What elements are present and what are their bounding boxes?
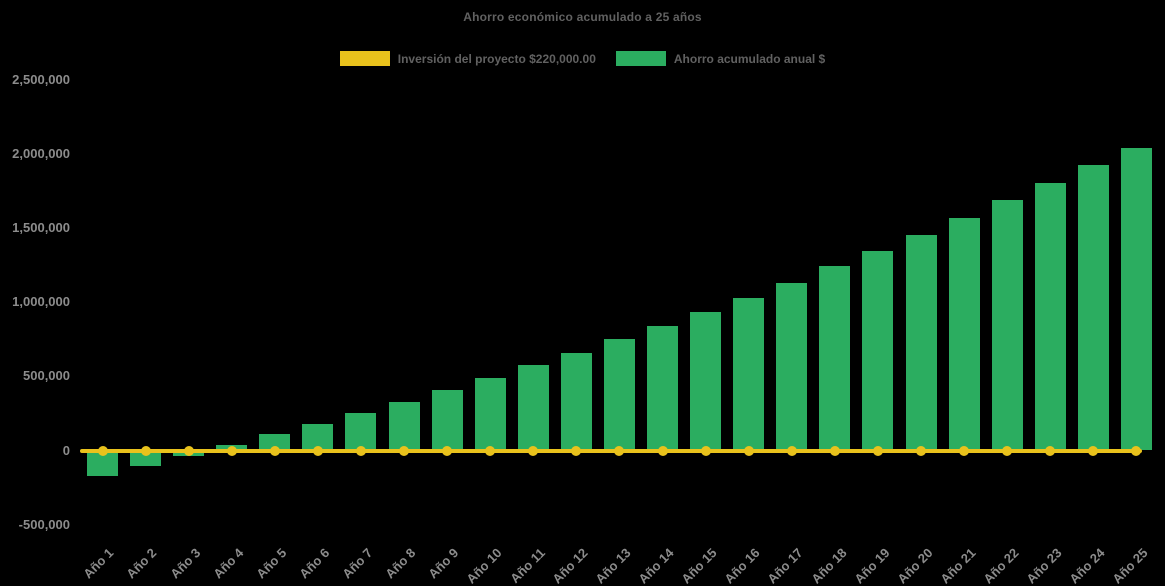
x-tick-label: Año 8 [382,545,419,582]
x-tick-label: Año 11 [506,545,548,586]
y-tick-label: -500,000 [18,516,70,532]
investment-line-marker [1131,445,1142,456]
investment-line-marker [743,445,754,456]
investment-line-marker [959,445,970,456]
investment-line-marker [614,445,625,456]
investment-line-marker [140,445,151,456]
bar-ano-10 [474,377,506,451]
investment-line-marker [700,445,711,456]
investment-line-marker [916,445,927,456]
bar-ano-15 [690,311,722,451]
bar-ano-24 [1077,164,1109,451]
bar-ano-25 [1120,147,1152,451]
x-tick-label: Año 18 [807,545,850,586]
legend-label-investment: Inversión del proyecto $220,000.00 [397,51,596,66]
y-tick-label: 2,000,000 [12,145,70,161]
x-tick-label: Año 4 [209,545,247,582]
chart-title: Ahorro económico acumulado a 25 años [463,10,702,24]
x-tick-label: Año 10 [463,545,505,586]
x-tick-label: Año 9 [425,545,462,582]
investment-line-marker [1002,445,1013,456]
x-tick-label: Año 3 [166,545,203,582]
x-tick-label: Año 21 [937,545,979,586]
x-tick-label: Año 16 [721,545,764,586]
legend-item-savings: Ahorro acumulado anual $ [615,51,826,66]
x-tick-label: Año 6 [296,545,333,582]
y-tick-label: 1,500,000 [12,219,70,235]
investment-line-marker [399,445,410,456]
investment-line-marker [1045,445,1056,456]
x-tick-label: Año 19 [851,545,893,586]
investment-line-marker [269,445,280,456]
bar-ano-9 [431,389,463,451]
x-tick-label: Año 12 [549,545,591,586]
legend-item-investment: Inversión del proyecto $220,000.00 [339,51,596,66]
investment-line-marker [485,445,496,456]
x-tick-label: Año 14 [635,545,677,586]
y-tick-label: 2,500,000 [12,71,70,87]
investment-line-marker [786,445,797,456]
savings-legend-swatch [615,51,666,66]
investment-line-marker [657,445,668,456]
bar-ano-22 [991,200,1023,451]
investment-line-marker [97,445,108,456]
bar-ano-7 [345,412,377,451]
investment-line-marker [355,445,366,456]
investment-line-marker [571,445,582,456]
investment-line-marker [226,445,237,456]
bar-ano-14 [647,325,679,451]
x-tick-label: Año 15 [678,545,720,586]
investment-line-marker [442,445,453,456]
x-tick-label: Año 24 [1066,545,1108,586]
bar-ano-8 [388,401,420,451]
investment-line-marker [829,445,840,456]
y-tick-label: 1,000,000 [12,294,70,310]
x-tick-label: Año 25 [1109,545,1151,586]
bar-ano-23 [1034,182,1066,451]
y-tick-label: 500,000 [23,368,70,384]
bar-ano-19 [862,250,894,451]
x-tick-label: Año 2 [123,545,160,582]
x-tick-label: Año 13 [592,545,634,586]
bar-ano-13 [603,339,635,451]
bar-ano-12 [560,352,592,451]
bar-ano-18 [819,266,851,451]
legend-label-savings: Ahorro acumulado anual $ [673,51,826,66]
bar-ano-17 [776,282,808,451]
bar-ano-11 [517,365,549,451]
investment-line [80,448,1143,453]
investment-line-marker [528,445,539,456]
y-tick-label: 0 [62,442,70,458]
bar-ano-20 [905,234,937,451]
investment-line-marker [183,445,194,456]
bar-ano-2 [130,450,162,467]
investment-line-marker [872,445,883,456]
x-tick-label: Año 23 [1023,545,1065,586]
bar-ano-16 [733,297,765,451]
x-tick-label: Año 7 [339,545,376,582]
bar-ano-21 [948,218,980,451]
investment-legend-swatch [339,51,390,66]
investment-line-marker [1088,445,1099,456]
x-tick-label: Año 1 [80,545,117,582]
x-tick-label: Año 17 [764,545,807,586]
investment-line-marker [312,445,323,456]
chart-legend: Inversión del proyecto $220,000.00 Ahorr… [0,51,1165,66]
x-tick-label: Año 22 [980,545,1022,586]
x-tick-label: Año 20 [894,545,936,586]
bar-ano-5 [259,434,291,451]
x-tick-label: Año 5 [252,545,290,582]
